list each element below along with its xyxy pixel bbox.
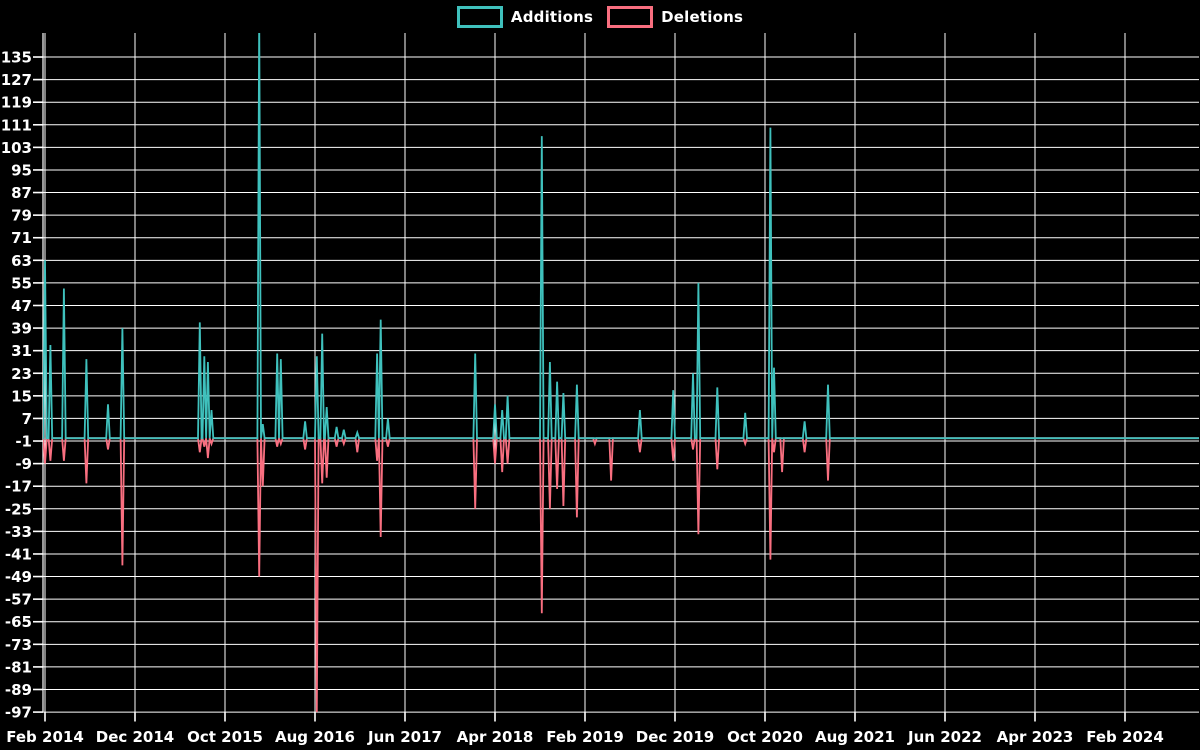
svg-text:Feb 2014: Feb 2014	[6, 728, 84, 746]
y-tick-labels: 135 127 119 111 103 95 87 79 71 63 55 47 39 31 23 15 7 -1…	[1, 49, 32, 722]
svg-text:-97: -97	[5, 704, 32, 722]
svg-text:-9: -9	[15, 455, 32, 473]
svg-text:55: 55	[11, 274, 32, 292]
additions-line	[43, 33, 1199, 440]
svg-text:-1: -1	[15, 433, 32, 451]
svg-text:Jun 2017: Jun 2017	[367, 728, 442, 746]
svg-text:39: 39	[11, 320, 32, 338]
svg-text:-49: -49	[5, 568, 32, 586]
svg-text:Dec 2014: Dec 2014	[96, 728, 175, 746]
svg-text:Oct 2015: Oct 2015	[187, 728, 263, 746]
svg-text:31: 31	[11, 342, 32, 360]
svg-text:-65: -65	[5, 613, 32, 631]
svg-text:79: 79	[11, 207, 32, 225]
x-tick-marks	[44, 712, 1126, 722]
legend-label-deletions: Deletions	[661, 8, 744, 26]
svg-text:119: 119	[1, 94, 32, 112]
svg-text:Feb 2024: Feb 2024	[1086, 728, 1164, 746]
svg-text:-25: -25	[5, 500, 32, 518]
deletions-line	[43, 434, 1199, 713]
svg-text:71: 71	[11, 229, 32, 247]
svg-text:Apr 2018: Apr 2018	[457, 728, 534, 746]
svg-text:95: 95	[11, 161, 32, 179]
svg-text:Aug 2021: Aug 2021	[815, 728, 895, 746]
svg-text:Dec 2019: Dec 2019	[636, 728, 715, 746]
svg-text:-41: -41	[5, 545, 32, 563]
svg-text:135: 135	[1, 49, 32, 67]
svg-text:127: 127	[1, 71, 32, 89]
legend-label-additions: Additions	[510, 8, 594, 26]
svg-text:47: 47	[11, 297, 32, 315]
svg-text:Jun 2022: Jun 2022	[907, 728, 982, 746]
svg-text:111: 111	[1, 116, 32, 134]
legend-item-additions: Additions	[456, 6, 594, 28]
svg-text:-81: -81	[5, 658, 32, 676]
additions-swatch-icon	[456, 6, 503, 28]
svg-text:7: 7	[22, 410, 32, 428]
x-tick-labels: Feb 2014 Dec 2014 Oct 2015 Aug 2016 Jun 2017…	[6, 728, 1164, 746]
chart-legend: Additions Deletions	[0, 6, 1200, 28]
svg-text:Aug 2016: Aug 2016	[275, 728, 355, 746]
svg-text:87: 87	[11, 184, 32, 202]
y-gridlines	[43, 56, 1199, 713]
y-tick-marks	[33, 56, 43, 713]
legend-item-deletions: Deletions	[607, 6, 743, 28]
svg-text:-89: -89	[5, 681, 32, 699]
svg-text:103: 103	[1, 139, 32, 157]
x-gridlines	[44, 33, 1126, 713]
svg-text:-33: -33	[5, 523, 32, 541]
svg-text:-57: -57	[5, 591, 32, 609]
svg-text:15: 15	[11, 387, 32, 405]
svg-text:Oct 2020: Oct 2020	[727, 728, 803, 746]
deletions-swatch-icon	[607, 6, 654, 28]
svg-text:Feb 2019: Feb 2019	[546, 728, 624, 746]
svg-text:-17: -17	[5, 478, 32, 496]
svg-text:23: 23	[11, 365, 32, 383]
svg-text:63: 63	[11, 252, 32, 270]
svg-text:-73: -73	[5, 636, 32, 654]
svg-text:Apr 2023: Apr 2023	[997, 728, 1074, 746]
